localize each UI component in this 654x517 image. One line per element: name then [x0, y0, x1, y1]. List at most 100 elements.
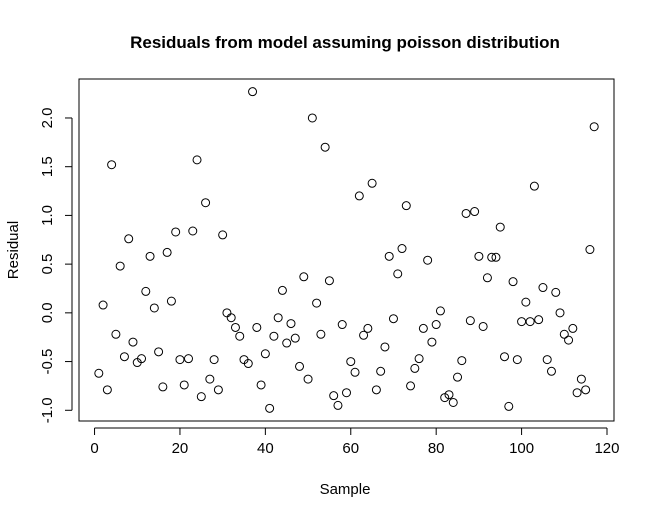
data-point [388, 314, 398, 324]
data-point [230, 322, 240, 332]
data-point [393, 269, 403, 279]
data-point [474, 251, 484, 261]
x-tick-label: 60 [342, 440, 359, 457]
chart-title: Residuals from model assuming poisson di… [130, 33, 560, 52]
data-point [188, 226, 198, 236]
data-point [482, 273, 492, 283]
data-point [175, 355, 185, 365]
x-tick-label: 80 [428, 440, 445, 457]
data-point [384, 251, 394, 261]
data-point [585, 245, 595, 255]
data-point [162, 247, 172, 257]
data-point [196, 392, 206, 402]
data-points [94, 87, 599, 413]
data-point [504, 401, 514, 411]
data-point [581, 385, 591, 395]
data-point [295, 361, 305, 371]
data-point [538, 283, 548, 293]
x-axis: 0 20 40 60 80 100 120 [90, 427, 620, 457]
y-axis: -1.0 -0.5 0.0 0.5 1.0 1.5 2.0 [39, 108, 73, 423]
data-point [487, 252, 497, 262]
data-point [248, 87, 258, 97]
data-point [94, 368, 104, 378]
data-point [568, 323, 578, 333]
data-point [555, 308, 565, 318]
data-point [525, 317, 535, 327]
data-point [145, 251, 155, 261]
data-point [546, 366, 556, 376]
data-point [414, 354, 424, 364]
data-point [359, 330, 369, 340]
y-tick-label: -1.0 [39, 397, 56, 423]
data-point [333, 400, 343, 410]
data-point [444, 390, 454, 400]
data-point [427, 337, 437, 347]
data-point [470, 207, 480, 217]
data-point [435, 306, 445, 316]
data-point [529, 181, 539, 191]
data-point [312, 298, 322, 308]
y-tick-label: 2.0 [39, 108, 56, 129]
data-point [222, 308, 232, 318]
y-axis-label: Residual [5, 221, 22, 279]
data-point [201, 198, 211, 208]
data-point [192, 155, 202, 165]
data-point [576, 374, 586, 384]
x-axis-label: Sample [320, 481, 371, 498]
data-point [179, 380, 189, 390]
data-point [141, 286, 151, 296]
data-point [158, 382, 168, 392]
data-point [495, 222, 505, 232]
data-point [115, 261, 125, 271]
y-tick-label: 1.0 [39, 205, 56, 226]
y-tick-label: 1.5 [39, 156, 56, 177]
data-point [252, 322, 262, 332]
data-point [406, 381, 416, 391]
data-point [226, 313, 236, 323]
data-point [137, 354, 147, 364]
data-point [500, 352, 510, 362]
data-point [453, 372, 463, 382]
data-point [307, 113, 317, 123]
data-point [324, 276, 334, 286]
data-point [260, 349, 270, 359]
data-point [329, 391, 339, 401]
data-point [517, 317, 527, 327]
data-point [346, 357, 356, 367]
data-point [465, 316, 475, 326]
data-point [512, 355, 522, 365]
data-point [299, 272, 309, 282]
data-point [128, 337, 138, 347]
data-point [342, 388, 351, 398]
data-point [124, 234, 134, 244]
data-point [551, 287, 561, 297]
data-point [316, 329, 326, 339]
data-point [363, 323, 373, 333]
data-point [269, 331, 279, 341]
data-point [256, 380, 266, 390]
data-point [303, 374, 313, 384]
data-point [98, 300, 108, 310]
data-point [559, 329, 569, 339]
data-point [461, 208, 471, 218]
data-point [380, 342, 390, 352]
y-tick-label: -0.5 [39, 349, 56, 375]
x-tick-label: 0 [90, 440, 98, 457]
data-point [397, 244, 407, 254]
data-point [111, 329, 121, 339]
data-point [371, 385, 381, 395]
data-point [337, 320, 347, 330]
data-point [401, 201, 411, 211]
data-point [564, 335, 574, 345]
data-point [265, 403, 275, 413]
data-point [354, 191, 364, 201]
data-point [290, 333, 300, 343]
x-tick-label: 40 [257, 440, 274, 457]
data-point [102, 385, 112, 395]
data-point [166, 296, 176, 306]
data-point [376, 366, 386, 376]
data-point [282, 338, 292, 348]
data-point [534, 315, 544, 325]
data-point [542, 355, 552, 365]
data-point [243, 359, 253, 369]
